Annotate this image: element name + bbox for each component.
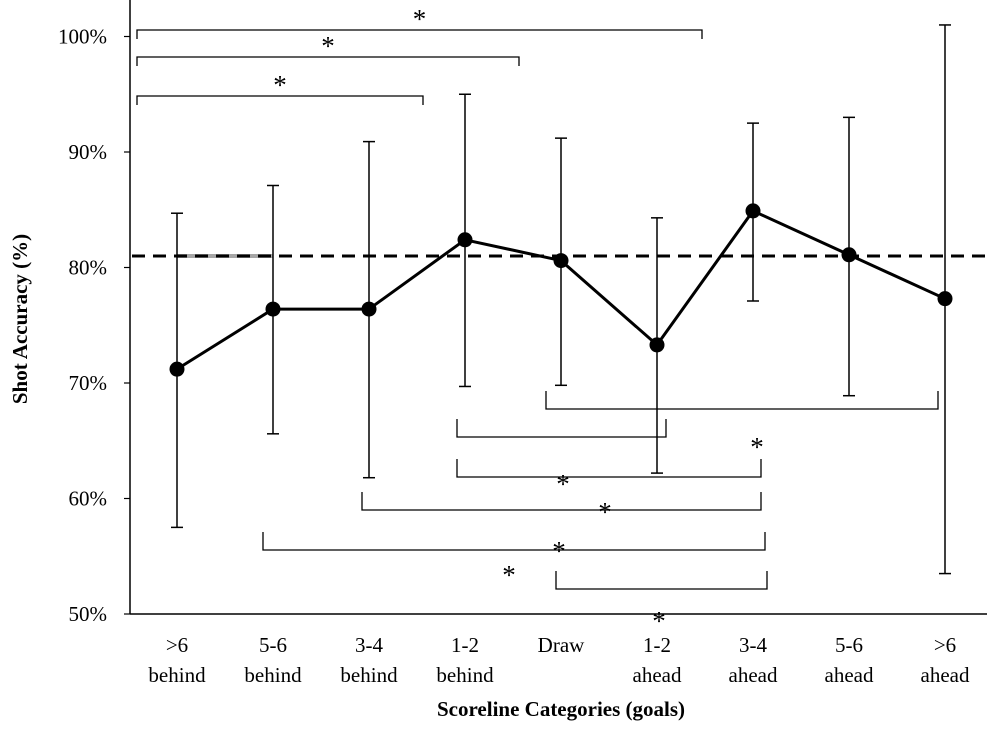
significance-star: * bbox=[273, 70, 287, 100]
data-point bbox=[745, 203, 761, 219]
significance-star: * bbox=[413, 4, 427, 34]
x-category-label: Draw bbox=[538, 633, 585, 657]
data-points bbox=[169, 203, 953, 377]
significance-star: * bbox=[502, 560, 516, 590]
y-tick-label: 90% bbox=[69, 140, 108, 164]
x-category-label: 3-4 bbox=[355, 633, 383, 657]
x-category-label: 3-4 bbox=[739, 633, 767, 657]
y-tick-label: 80% bbox=[69, 256, 108, 280]
significance-star: * bbox=[321, 31, 335, 61]
data-point bbox=[169, 361, 185, 377]
x-category-label: >6 bbox=[934, 633, 956, 657]
x-category-label: behind bbox=[244, 663, 302, 687]
x-category-label: ahead bbox=[921, 663, 970, 687]
x-category-label: behind bbox=[436, 663, 494, 687]
data-point bbox=[265, 301, 281, 317]
data-point bbox=[553, 253, 569, 269]
significance-bracket-below bbox=[456, 419, 667, 438]
x-axis-title: Scoreline Categories (goals) bbox=[437, 697, 685, 721]
significance-bracket-below bbox=[456, 459, 762, 478]
significance-bracket-below bbox=[555, 571, 768, 590]
significance-bracket-below bbox=[545, 391, 939, 410]
x-category-label: 1-2 bbox=[451, 633, 479, 657]
x-category-label: >6 bbox=[166, 633, 188, 657]
significance-star: * bbox=[652, 606, 666, 636]
significance-bracket-below bbox=[262, 532, 766, 551]
x-category-label: behind bbox=[340, 663, 398, 687]
data-point bbox=[457, 232, 473, 248]
data-point bbox=[361, 301, 377, 317]
x-category-label: 5-6 bbox=[259, 633, 287, 657]
significance-brackets: * * * * * * * * * bbox=[136, 4, 939, 636]
significance-star: * bbox=[552, 536, 566, 566]
significance-bracket-above bbox=[136, 95, 424, 105]
significance-star: * bbox=[556, 469, 570, 499]
significance-bracket-above bbox=[136, 56, 520, 66]
x-category-labels: >6 behind 5-6 behind 3-4 behind 1-2 behind Draw 1… bbox=[148, 633, 970, 687]
y-tick-labels: 50% 60% 70% 80% 90% 100% bbox=[58, 25, 107, 627]
significance-bracket-above bbox=[136, 29, 703, 39]
y-tick-label: 60% bbox=[69, 487, 108, 511]
x-category-label: 5-6 bbox=[835, 633, 863, 657]
significance-star: * bbox=[750, 432, 764, 462]
y-tick-label: 50% bbox=[69, 602, 108, 626]
x-category-label: ahead bbox=[729, 663, 778, 687]
data-point bbox=[841, 247, 857, 263]
data-point bbox=[649, 337, 665, 353]
y-tick-label: 70% bbox=[69, 371, 108, 395]
data-point bbox=[937, 291, 953, 307]
x-category-label: behind bbox=[148, 663, 206, 687]
x-category-label: ahead bbox=[825, 663, 874, 687]
y-axis-title: Shot Accuracy (%) bbox=[8, 234, 32, 404]
y-tick-label: 100% bbox=[58, 25, 107, 49]
significance-star: * bbox=[598, 497, 612, 527]
x-category-label: ahead bbox=[633, 663, 682, 687]
significance-bracket-below bbox=[361, 492, 762, 511]
axes bbox=[124, 0, 987, 615]
x-category-label: 1-2 bbox=[643, 633, 671, 657]
